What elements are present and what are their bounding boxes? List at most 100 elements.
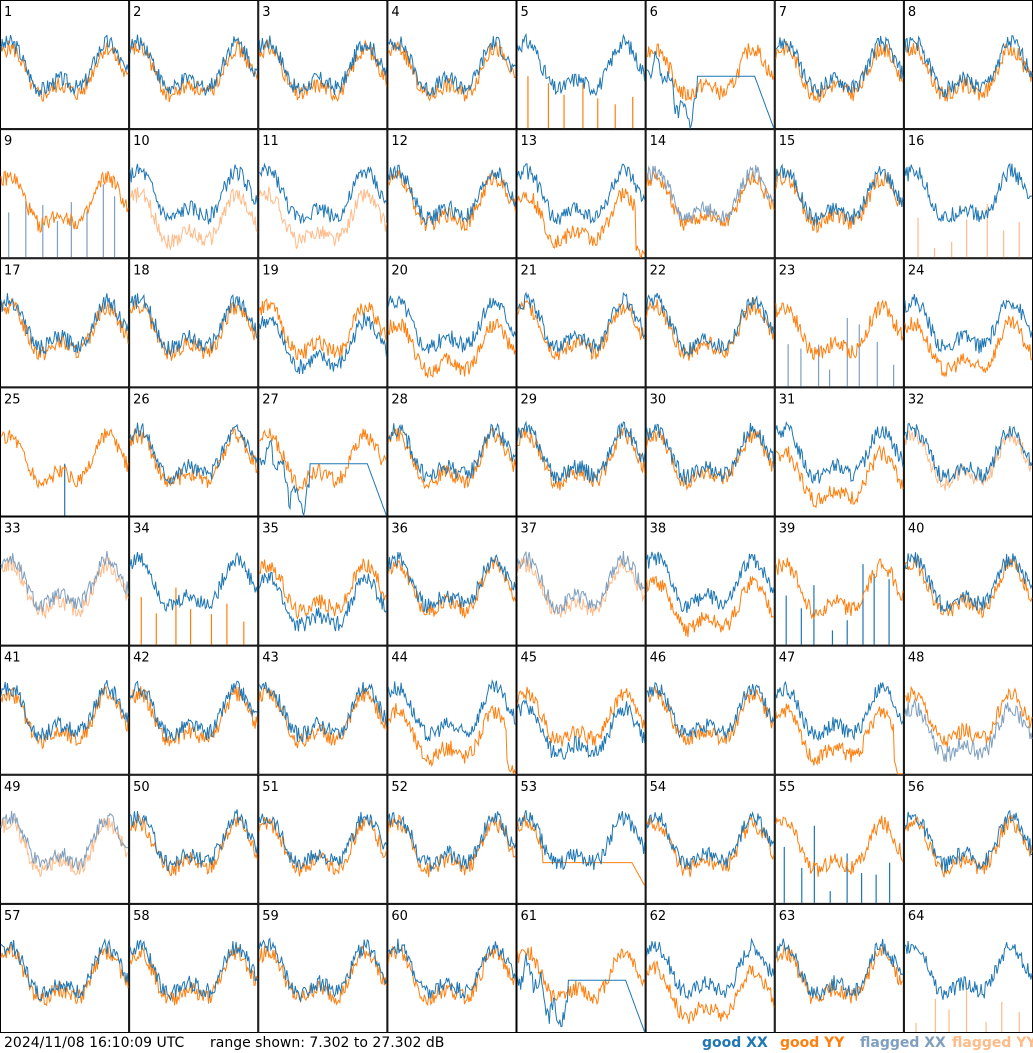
panel-43: 43 xyxy=(258,645,388,775)
panel-border xyxy=(387,774,517,904)
xx-series xyxy=(904,294,1033,354)
xx-series xyxy=(258,35,387,95)
xx-series xyxy=(129,809,258,872)
yy-series xyxy=(517,299,645,361)
panel-number: 20 xyxy=(391,263,408,278)
yy-series xyxy=(517,187,646,259)
panel-border xyxy=(645,258,775,388)
panel-number: 16 xyxy=(908,134,925,149)
panel-number: 63 xyxy=(779,909,796,924)
panel-44: 44 xyxy=(387,645,517,775)
xx-series xyxy=(0,293,129,355)
panel-24: 24 xyxy=(903,258,1033,388)
panel-27: 27 xyxy=(258,387,388,518)
xx-series xyxy=(775,35,904,97)
panel-border xyxy=(774,903,904,1033)
panel-number: 56 xyxy=(908,780,925,795)
yy-series xyxy=(775,557,904,620)
panel-border xyxy=(258,387,388,517)
panel-border xyxy=(774,516,904,646)
panel-number: 60 xyxy=(391,909,408,924)
panel-number: 1 xyxy=(4,5,12,20)
panel-56: 56 xyxy=(903,774,1033,904)
panel-number: 15 xyxy=(779,134,796,149)
panel-number: 59 xyxy=(262,909,279,924)
xx-series xyxy=(387,164,516,226)
xx-series xyxy=(0,938,129,1002)
yy-series xyxy=(775,815,904,878)
panel-number: 30 xyxy=(650,392,667,407)
xx-series xyxy=(129,163,258,225)
panel-36: 36 xyxy=(387,516,517,646)
panel-number: 55 xyxy=(779,780,796,795)
xx-series xyxy=(646,682,775,739)
panel-8: 8 xyxy=(903,0,1033,130)
panel-number: 35 xyxy=(262,522,279,537)
xx-series xyxy=(258,681,387,743)
panel-10: 10 xyxy=(129,129,259,259)
xx-series xyxy=(517,32,646,97)
panel-number: 27 xyxy=(262,392,279,407)
panel-number: 43 xyxy=(262,651,279,666)
yy-series xyxy=(775,40,904,104)
panel-number: 57 xyxy=(4,909,21,924)
panel-border xyxy=(387,258,517,388)
yy-series xyxy=(129,39,258,103)
panel-border xyxy=(0,645,130,775)
panel-23: 23 xyxy=(774,258,904,388)
panel-42: 42 xyxy=(129,645,259,775)
yy-series xyxy=(258,558,387,620)
panel-number: 44 xyxy=(391,651,408,666)
yy-series xyxy=(775,299,904,361)
panel-number: 37 xyxy=(521,522,538,537)
yy-series xyxy=(904,314,1033,378)
panel-55: 55 xyxy=(774,774,904,904)
xx-series xyxy=(646,292,775,358)
xx-series xyxy=(0,810,129,871)
xx-series xyxy=(517,163,646,225)
yy-series xyxy=(0,685,129,750)
yy-series xyxy=(387,40,516,102)
xx-series xyxy=(904,809,1033,873)
yy-series xyxy=(517,557,646,618)
yy-series xyxy=(775,944,904,1004)
panel-26: 26 xyxy=(129,387,259,517)
yy-series xyxy=(517,814,646,886)
panel-border xyxy=(387,387,517,517)
panel-63: 63 xyxy=(774,903,904,1033)
panel-number: 48 xyxy=(908,651,925,666)
panel-64: 64 xyxy=(903,903,1033,1033)
yy-series xyxy=(129,946,258,1006)
yy-series xyxy=(129,813,258,877)
panel-border xyxy=(516,129,646,259)
panel-border xyxy=(516,774,646,904)
xx-series xyxy=(517,953,646,1033)
panel-number: 28 xyxy=(391,392,408,407)
panel-34: 34 xyxy=(129,516,259,646)
panel-4: 4 xyxy=(387,0,517,130)
panel-15: 15 xyxy=(774,129,904,259)
panel-number: 5 xyxy=(521,5,529,20)
panel-border xyxy=(129,774,259,904)
yy-series xyxy=(517,686,646,747)
panel-number: 3 xyxy=(262,5,270,20)
panel-border xyxy=(129,0,259,130)
legend-good-xx: good XX xyxy=(702,1035,768,1051)
xx-series xyxy=(646,811,775,870)
xx-series xyxy=(904,552,1033,613)
panel-border xyxy=(258,0,388,130)
xx-series xyxy=(904,163,1033,223)
panel-border xyxy=(645,516,775,646)
yy-series xyxy=(0,428,129,490)
panel-11: 11 xyxy=(258,129,388,259)
panel-number: 21 xyxy=(521,263,538,278)
panel-number: 46 xyxy=(650,651,667,666)
panel-5: 5 xyxy=(516,0,646,130)
range-label: range shown: 7.302 to 27.302 dB xyxy=(210,1035,445,1051)
panel-border xyxy=(258,903,388,1033)
panel-number: 40 xyxy=(908,522,925,537)
panel-40: 40 xyxy=(903,516,1033,646)
yy-series xyxy=(904,814,1033,878)
yy-series xyxy=(775,444,904,509)
panel-28: 28 xyxy=(387,387,517,517)
